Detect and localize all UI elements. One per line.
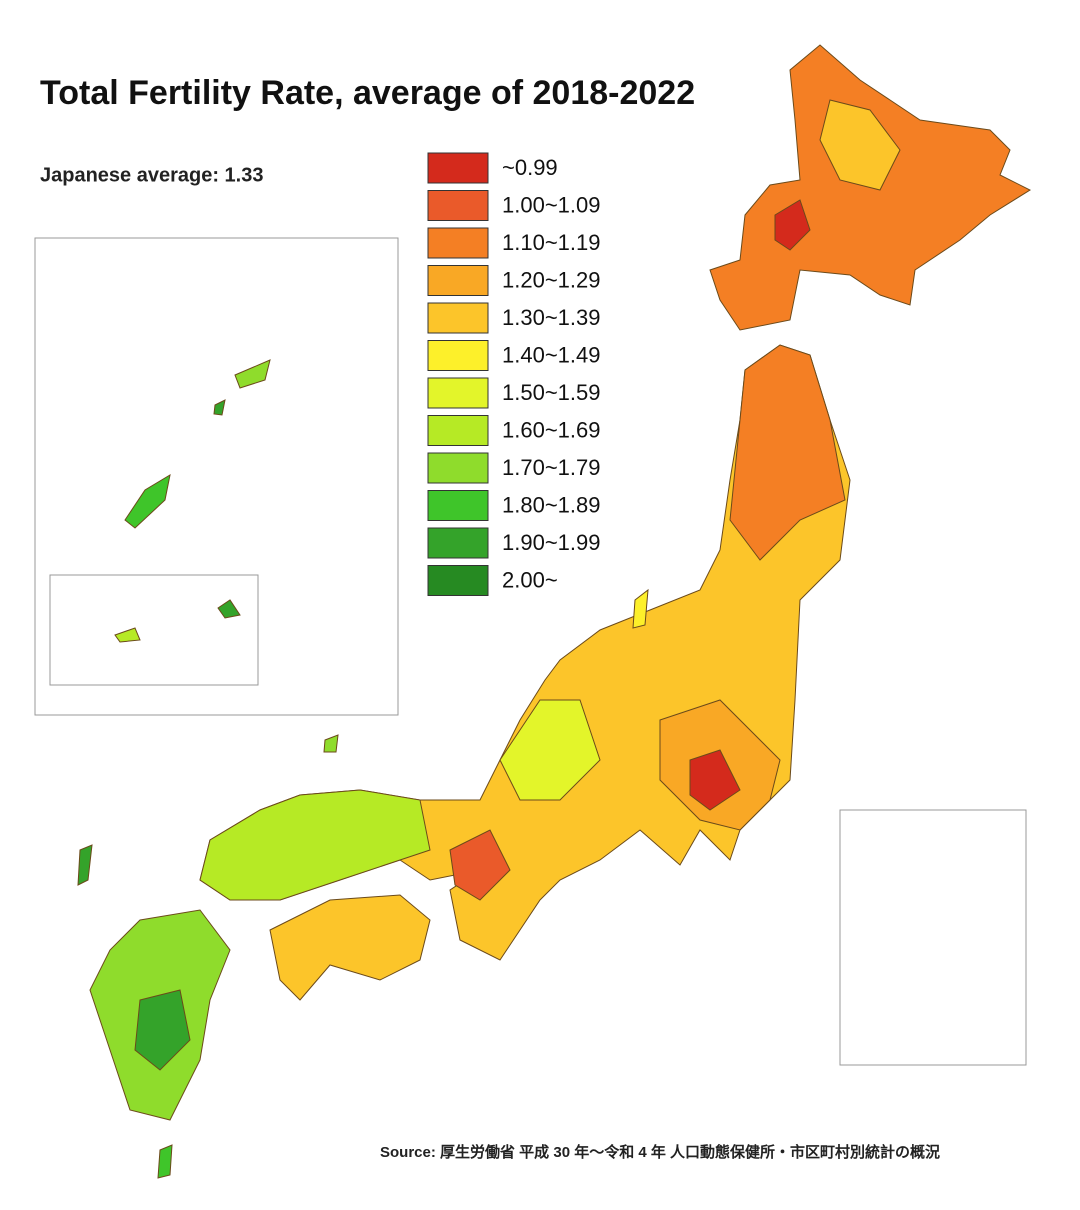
inset-frame [34,237,399,716]
inset-frame [839,809,1027,1066]
subtitle: Japanese average: 1.33 [40,164,264,186]
legend-swatch [427,302,489,334]
legend-swatch [427,190,489,221]
island [157,1144,173,1179]
legend-swatch [427,265,489,296]
legend-swatch [427,377,489,409]
legend-label: 1.30~1.39 [502,305,600,330]
island [234,359,271,389]
kyushu-region [134,989,191,1071]
island [632,588,649,629]
legend: ~0.99 1.00~1.09 1.10~1.19 1.20~1.29 1.30~1.3… [427,152,600,596]
kansai-region [449,829,511,901]
map [77,44,1032,1179]
legend-swatch [427,152,489,184]
legend-swatch [427,340,489,371]
chubu-region [499,699,601,801]
legend-label: 1.90~1.99 [502,530,600,555]
title: Total Fertility Rate, average of 2018-20… [40,74,695,112]
island [217,599,241,619]
legend-swatch [427,227,489,259]
legend-swatch [427,452,489,484]
legend-label: 1.10~1.19 [502,230,600,255]
legend-label: 1.70~1.79 [502,455,600,480]
shikoku [269,894,431,1001]
legend-swatch [427,565,489,596]
inset-frame [49,574,259,686]
legend-label: 1.40~1.49 [502,342,600,367]
tokyo-region [689,749,741,811]
legend-swatch [427,527,489,559]
legend-label: 1.00~1.09 [502,192,600,217]
hokkaido-region [819,99,901,191]
legend-label: ~0.99 [502,155,558,180]
legend-label: 2.00~ [502,567,558,592]
island [213,399,226,416]
sapporo-region [774,199,811,251]
island [323,734,339,753]
legend-label: 1.60~1.69 [502,417,600,442]
legend-label: 1.20~1.29 [502,267,600,292]
legend-label: 1.80~1.89 [502,492,600,517]
source: Source: 厚生労働省 平成 30 年～令和 4 年 人口動態保健所・市区町… [380,1143,940,1161]
island [114,627,141,643]
tohoku-region [729,344,846,561]
legend-swatch [427,490,489,521]
legend-swatch [427,415,489,446]
legend-label: 1.50~1.59 [502,380,600,405]
island [124,473,171,529]
island [77,844,93,886]
chugoku-region [199,789,431,901]
